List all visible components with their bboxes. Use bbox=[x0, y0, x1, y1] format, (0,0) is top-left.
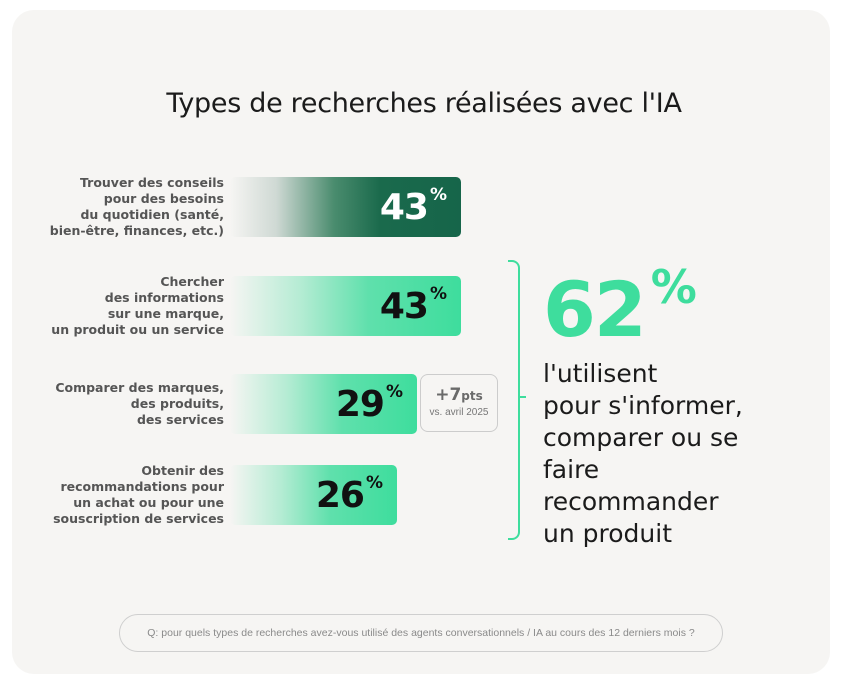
category-label-line: des produits, bbox=[130, 396, 224, 411]
category-label-line: souscription de services bbox=[53, 511, 224, 526]
summary-text-line: recommander bbox=[543, 487, 719, 516]
change-number: +7 bbox=[435, 385, 462, 405]
summary-percentage: 62 % bbox=[543, 264, 697, 354]
bar-value-percent-symbol: % bbox=[385, 382, 403, 402]
category-label: Trouver des conseils pour des besoins du q… bbox=[4, 175, 224, 239]
bar: 43% bbox=[230, 177, 461, 237]
bar: 29% bbox=[230, 374, 417, 434]
category-label-line: Trouver des conseils bbox=[80, 175, 224, 190]
category-label-line: pour des besoins bbox=[103, 191, 224, 206]
bar-value-number: 43 bbox=[379, 186, 429, 228]
bar-value-label: 29% bbox=[336, 374, 403, 434]
bar-value-percent-symbol: % bbox=[429, 185, 447, 205]
change-value: +7pts bbox=[421, 385, 497, 405]
bar-value-label: 26% bbox=[316, 465, 383, 525]
bar: 26% bbox=[230, 465, 397, 525]
summary-text-line: pour s'informer, bbox=[543, 391, 743, 420]
change-unit: pts bbox=[461, 389, 483, 403]
category-label-line: recommandations pour bbox=[60, 479, 224, 494]
category-label: Comparer des marques, des produits, des se… bbox=[4, 380, 224, 428]
category-label-line: du quotidien (santé, bbox=[80, 207, 224, 222]
bar-value-number: 29 bbox=[335, 383, 385, 425]
category-label: Chercher des informations sur une marque, u… bbox=[4, 274, 224, 338]
chart-title: Types de recherches réalisées avec l'IA bbox=[166, 88, 682, 119]
change-badge: +7pts vs. avril 2025 bbox=[420, 374, 498, 432]
chart-card bbox=[12, 10, 830, 674]
category-label-line: un achat ou pour une bbox=[73, 495, 224, 510]
category-label-line: un produit ou un service bbox=[51, 322, 224, 337]
bar-value-label: 43% bbox=[380, 177, 447, 237]
bar-value-number: 26 bbox=[315, 474, 365, 516]
summary-text-line: faire bbox=[543, 455, 600, 484]
summary-text: l'utilisent pour s'informer, comparer ou s… bbox=[543, 358, 823, 550]
category-label-line: bien-être, finances, etc.) bbox=[49, 223, 224, 238]
summary-text-line: l'utilisent bbox=[543, 359, 658, 388]
category-label-line: sur une marque, bbox=[107, 306, 224, 321]
category-label-line: Chercher bbox=[160, 274, 224, 289]
category-label-line: des services bbox=[136, 412, 224, 427]
summary-number: 62 bbox=[543, 265, 647, 354]
summary-brace bbox=[508, 260, 526, 540]
bar: 43% bbox=[230, 276, 461, 336]
bar-value-percent-symbol: % bbox=[429, 284, 447, 304]
bar-value-percent-symbol: % bbox=[365, 473, 383, 493]
category-label-line: Comparer des marques, bbox=[55, 380, 224, 395]
summary-text-line: comparer ou se bbox=[543, 423, 739, 452]
bar-value-label: 43% bbox=[380, 276, 447, 336]
category-label-line: Obtenir des bbox=[141, 463, 224, 478]
summary-percent-symbol: % bbox=[650, 260, 697, 314]
bar-value-number: 43 bbox=[379, 285, 429, 327]
change-note: vs. avril 2025 bbox=[429, 407, 489, 418]
category-label: Obtenir des recommandations pour un achat … bbox=[4, 463, 224, 527]
summary-text-line: un produit bbox=[543, 519, 672, 548]
survey-question: Q: pour quels types de recherches avez-v… bbox=[119, 614, 723, 652]
category-label-line: des informations bbox=[104, 290, 224, 305]
